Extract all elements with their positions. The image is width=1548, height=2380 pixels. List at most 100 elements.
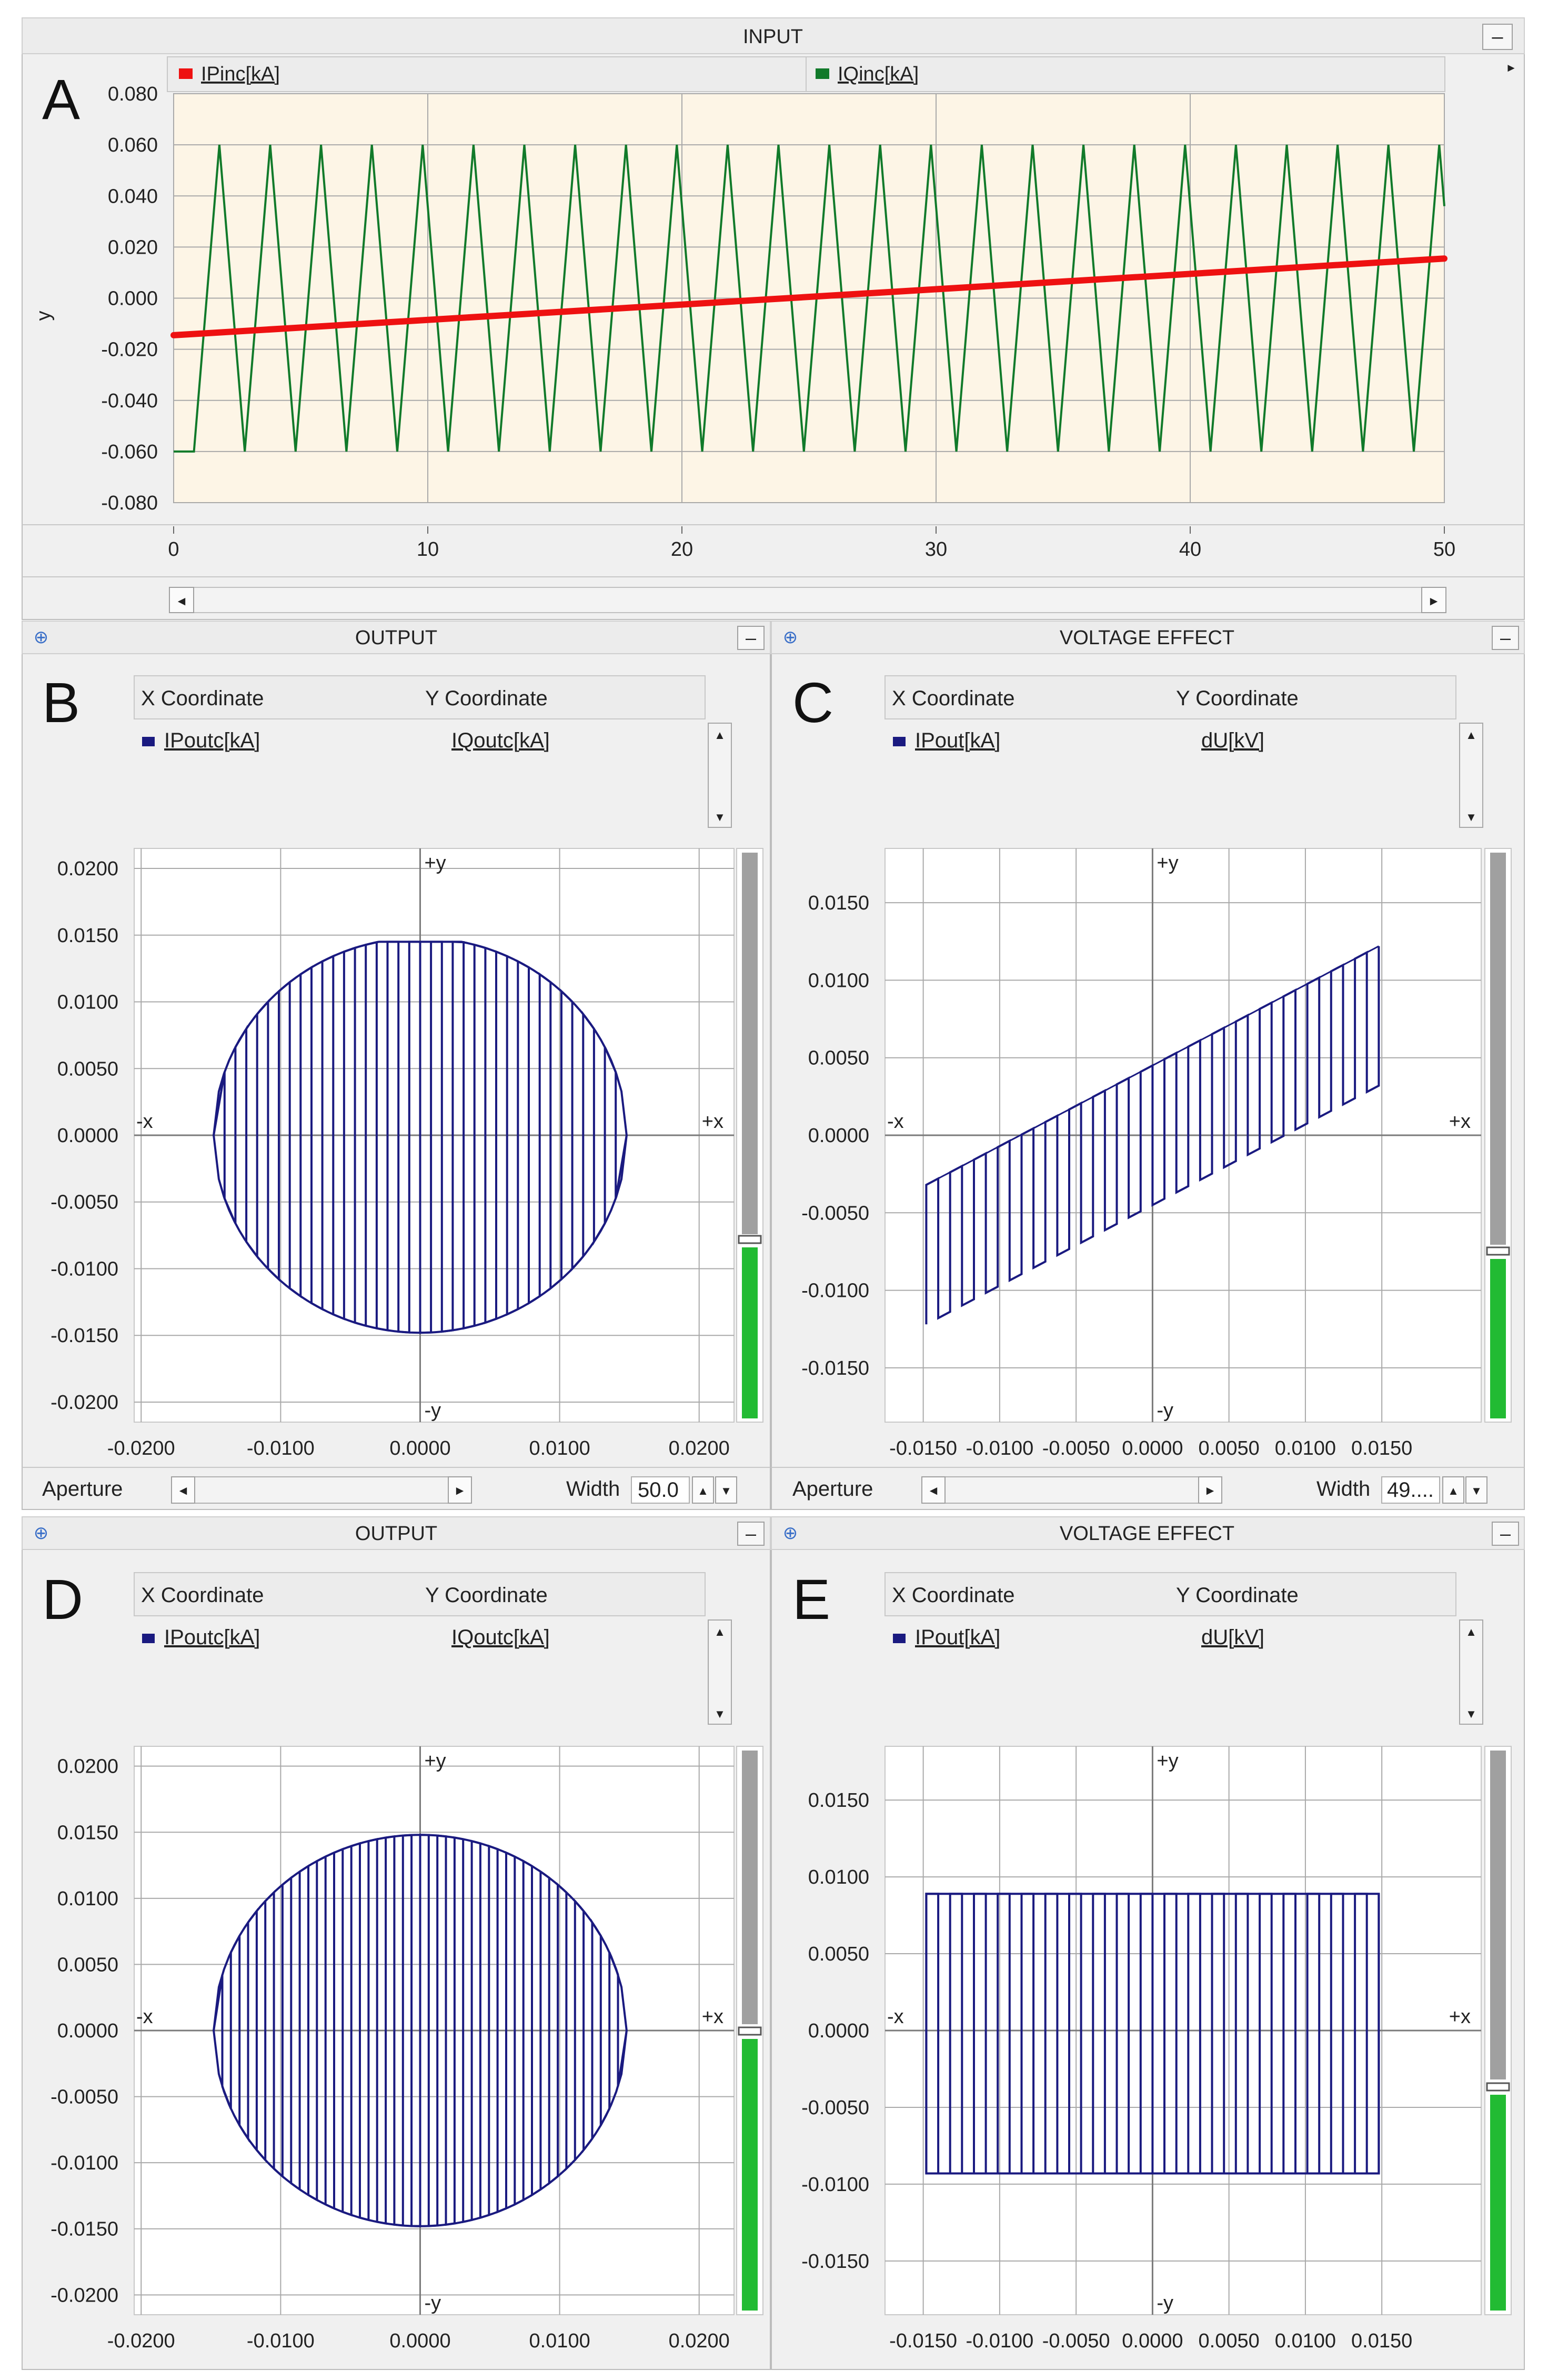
pb-ytick-label: 0.0000 (57, 1125, 118, 1147)
panel-d-aperture-meter[interactable] (736, 1746, 763, 2315)
panel-e-meter-green (1490, 2095, 1506, 2311)
panel-b-list-scrollbar[interactable]: ▲ ▼ (708, 723, 732, 828)
figure-label-a: A (42, 67, 80, 131)
input-scroll-right-button[interactable] (1421, 587, 1446, 613)
pe-label-minus-y: -y (1157, 2292, 1173, 2314)
panel-b-minimize-button[interactable] (737, 626, 765, 650)
a-ytick-label: -0.080 (101, 492, 158, 514)
pe-xtick-label: 0.0000 (1122, 2330, 1183, 2352)
panel-e-aperture-meter[interactable] (1484, 1746, 1512, 2315)
a-xtick-label: 40 (1179, 538, 1201, 561)
panel-e-list-down-icon[interactable]: ▼ (1465, 1707, 1477, 1721)
panel-e-y-series[interactable]: dU[kV] (1201, 1626, 1264, 1649)
panel-b-list-down-icon[interactable]: ▼ (714, 811, 726, 824)
panel-b-aperture-left-icon[interactable]: ◄ (177, 1484, 189, 1498)
panel-c-list-down-icon[interactable]: ▼ (1465, 811, 1477, 824)
panel-c-minimize-button[interactable] (1492, 626, 1519, 650)
input-scroll-right-icon: ► (1428, 594, 1440, 608)
panel-c-width-up-button[interactable] (1442, 1476, 1464, 1504)
panel-e-title-icon[interactable]: ⊕ (783, 1523, 798, 1543)
pc-ytick-label: 0.0100 (808, 969, 869, 992)
panel-b: ⊕ OUTPUT – B X Coordinate Y Coordinate I… (22, 621, 771, 1510)
panel-b-title-icon[interactable]: ⊕ (34, 627, 49, 647)
panel-e-meter-handle[interactable] (1486, 2082, 1510, 2092)
panel-c-y-series[interactable]: dU[kV] (1201, 729, 1264, 752)
panel-e-list-up-icon[interactable]: ▲ (1465, 1625, 1477, 1638)
panel-b-y-series[interactable]: IQoutc[kA] (451, 729, 550, 752)
pd-xtick-label: 0.0000 (389, 2330, 450, 2352)
panel-e-x-swatch (893, 1634, 906, 1643)
panel-c-width-up-icon: ▲ (1448, 1484, 1459, 1497)
pd-xtick-label: 0.0200 (669, 2330, 730, 2352)
panel-e-x-series[interactable]: IPout[kA] (915, 1626, 1000, 1649)
panel-c-title-icon[interactable]: ⊕ (783, 627, 798, 647)
input-expand-icon[interactable]: ► (1505, 61, 1517, 74)
panel-b-width-down-button[interactable] (715, 1476, 737, 1504)
panel-c-width-down-button[interactable] (1465, 1476, 1487, 1504)
pd-ytick-label: 0.0000 (57, 2020, 118, 2042)
panel-d-list-down-icon[interactable]: ▼ (714, 1707, 726, 1721)
pb-ytick-label: 0.0100 (57, 992, 118, 1014)
panel-d-y-series[interactable]: IQoutc[kA] (451, 1626, 550, 1649)
panel-c-list-scrollbar[interactable]: ▲ ▼ (1459, 723, 1483, 828)
a-ytick-label: 0.000 (108, 288, 158, 310)
input-scrollbar[interactable]: ◄ ► (169, 587, 1446, 613)
pb-xtick-label: 0.0000 (389, 1437, 450, 1459)
panel-b-aperture-slider[interactable]: ◄ ► (171, 1476, 472, 1504)
pc-xtick-label: 0.0000 (1122, 1437, 1183, 1459)
panel-c-aperture-right-icon[interactable]: ► (1204, 1484, 1217, 1498)
panel-b-x-coord-header: X Coordinate (141, 687, 264, 710)
pc-curve-trace (925, 946, 1380, 1325)
pc-label-plus-y: +y (1157, 852, 1178, 874)
panel-c-x-series[interactable]: IPout[kA] (915, 729, 1000, 752)
pe-ytick-label: -0.0050 (801, 2097, 869, 2119)
pe-curve-trace (925, 1893, 1380, 2175)
panel-b-width-input[interactable] (631, 1476, 690, 1504)
a-xtick-label: 0 (168, 538, 179, 561)
pe-ytick-label: 0.0000 (808, 2020, 869, 2042)
panel-b-meter-gray (742, 853, 758, 1234)
input-plot: 0.080 0.060 0.040 0.020 0.000 -0.020 -0.040 -0.… (101, 83, 1455, 561)
legend-ipinc[interactable]: IPinc[kA] (201, 63, 280, 85)
panel-c-aperture-left-icon[interactable]: ◄ (927, 1484, 940, 1498)
panel-e-list-scrollbar[interactable]: ▲ ▼ (1459, 1619, 1483, 1725)
input-minimize-button[interactable] (1482, 24, 1513, 50)
input-scroll-left-button[interactable] (169, 587, 194, 613)
panel-d-meter-gray (742, 1751, 758, 2024)
pe-ytick-label: 0.0100 (808, 1866, 869, 1888)
panel-b-meter-green (742, 1247, 758, 1418)
pe-xtick-label: 0.0100 (1275, 2330, 1336, 2352)
panel-c-list-up-icon[interactable]: ▲ (1465, 728, 1477, 742)
panel-c-aperture-meter[interactable] (1484, 848, 1512, 1423)
legend-iqinc[interactable]: IQinc[kA] (838, 63, 919, 85)
pb-label-minus-y: -y (424, 1399, 441, 1422)
pb-ytick-label: 0.0150 (57, 925, 118, 947)
panel-b-width-up-button[interactable] (692, 1476, 714, 1504)
panel-b-aperture-meter[interactable] (736, 848, 763, 1423)
panel-d-list-up-icon[interactable]: ▲ (714, 1625, 726, 1638)
panel-b-plot: -0.0200 -0.0100 0.0000 0.0100 0.0200 0.0200 0.… (51, 848, 735, 1459)
panel-c-meter-handle[interactable] (1486, 1246, 1510, 1256)
pb-ytick-label: -0.0100 (51, 1258, 118, 1280)
panel-d-list-scrollbar[interactable]: ▲ ▼ (708, 1619, 732, 1725)
panel-c-aperture-slider[interactable]: ◄ ► (921, 1476, 1222, 1504)
input-scroll-left-icon: ◄ (175, 594, 188, 608)
panel-d-meter-handle[interactable] (738, 2026, 762, 2036)
panel-e-minimize-button[interactable] (1492, 1522, 1519, 1546)
panel-b-aperture-right-icon[interactable]: ► (454, 1484, 466, 1498)
figure-label-b: B (42, 671, 80, 734)
panel-c-width-input[interactable] (1381, 1476, 1440, 1504)
panel-e-y-coord-header: Y Coordinate (1176, 1584, 1299, 1607)
panel-b-meter-handle[interactable] (738, 1235, 762, 1244)
panel-d-x-series[interactable]: IPoutc[kA] (164, 1626, 260, 1649)
pc-ytick-label: 0.0000 (808, 1125, 869, 1147)
pd-ytick-label: -0.0150 (51, 2218, 118, 2241)
panel-b-x-series[interactable]: IPoutc[kA] (164, 729, 260, 752)
panel-d-minimize-button[interactable] (737, 1522, 765, 1546)
pc-xtick-label: 0.0050 (1199, 1437, 1260, 1459)
panel-d-title-icon[interactable]: ⊕ (34, 1523, 49, 1543)
panel-d: ⊕ OUTPUT – D X Coordinate Y Coordinate I… (22, 1516, 771, 2370)
panel-b-list-up-icon[interactable]: ▲ (714, 728, 726, 742)
panel-c-meter-gray (1490, 853, 1506, 1245)
pc-xtick-label: 0.0150 (1351, 1437, 1412, 1459)
